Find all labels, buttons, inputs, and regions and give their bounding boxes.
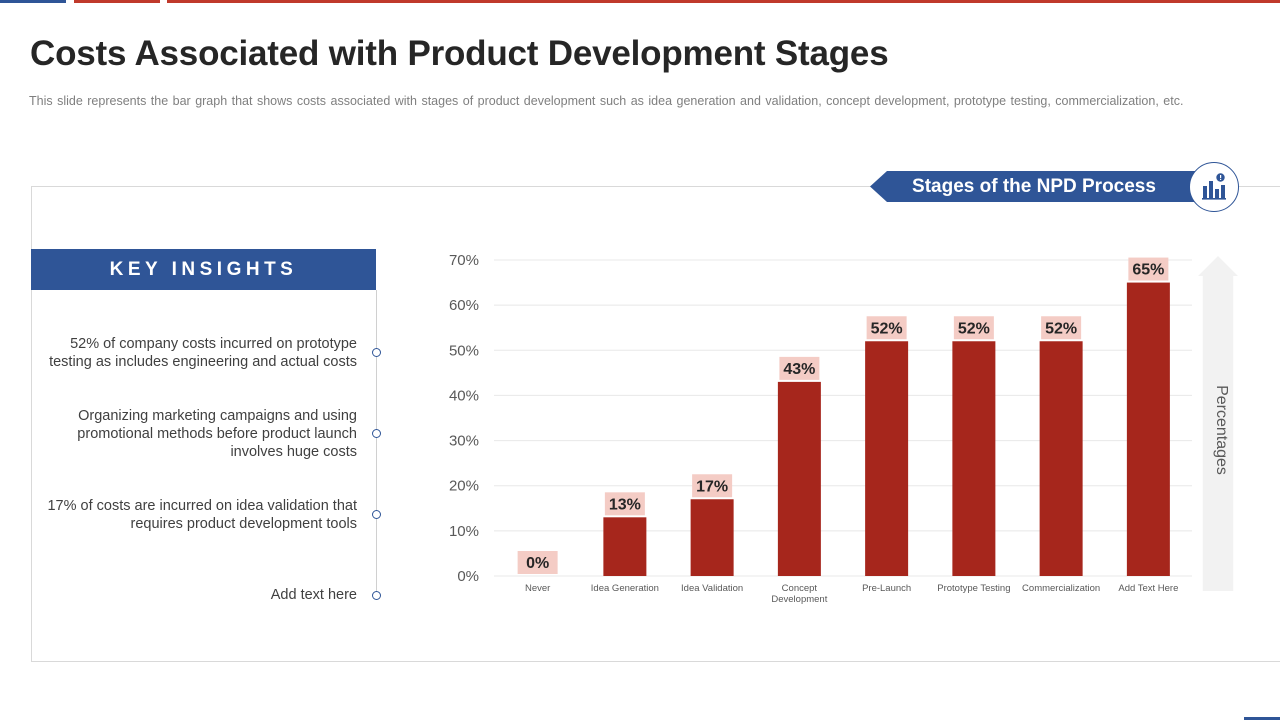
x-tick-label-line: Add Text Here: [1118, 583, 1178, 594]
x-tick-label-line: Never: [525, 583, 550, 594]
data-label-bg: [692, 474, 733, 498]
top-accent-bar-blue: [0, 0, 66, 3]
data-label: 43%: [783, 361, 815, 378]
x-tick-label-line: Concept: [782, 583, 818, 594]
data-label: 52%: [1045, 320, 1077, 337]
insight-dot-4: [372, 591, 381, 600]
x-tick-label-line: Prototype Testing: [937, 583, 1010, 594]
bar: [603, 517, 647, 576]
npd-banner-label: Stages of the NPD Process: [912, 176, 1156, 197]
x-tick-label: Add Text Here: [1118, 583, 1178, 594]
npd-icon-circle: [1189, 162, 1239, 212]
data-label-bg: [779, 356, 820, 380]
bar-chart: 0% 10% 20% 30% 40% 50% 60% 70% 0% Never 13% Idea Ge…: [449, 252, 1192, 605]
x-tick-label-line: Pre-Launch: [862, 583, 911, 594]
key-insights-header: KEY INSIGHTS: [31, 249, 376, 290]
x-tick-label-line: Idea Validation: [681, 583, 743, 594]
data-label: 52%: [871, 320, 903, 337]
bar: [865, 341, 909, 576]
y-tick-label: 40%: [449, 387, 479, 404]
data-label-bg: [1041, 316, 1082, 340]
data-label: 0%: [526, 555, 549, 572]
x-tick-label: Prototype Testing: [937, 583, 1010, 594]
bar: [952, 341, 996, 576]
bar-chart-icon: [1202, 173, 1226, 200]
bar: [1039, 341, 1083, 576]
page-subtitle: This slide represents the bar graph that…: [29, 94, 1184, 108]
insight-dot-3: [372, 510, 381, 519]
percentages-arrow: [1198, 256, 1238, 591]
y-tick-label: 50%: [449, 342, 479, 359]
x-tick-label-line: Development: [771, 594, 827, 605]
bottom-accent-mark: [1244, 717, 1280, 720]
x-tick-label: Pre-Launch: [862, 583, 911, 594]
data-label-bg: [517, 551, 558, 574]
bar: [690, 499, 734, 576]
x-tick-label: Never: [525, 583, 550, 594]
x-tick-label: Idea Generation: [591, 583, 659, 594]
x-tick-label-line: Idea Generation: [591, 583, 659, 594]
y-tick-label: 60%: [449, 297, 479, 314]
y-tick-label: 70%: [449, 252, 479, 269]
x-tick-label-line: Commercialization: [1022, 583, 1100, 594]
insight-item-2: Organizing marketing campaigns and using…: [77, 408, 357, 460]
x-tick-label: Idea Validation: [681, 583, 743, 594]
top-accent-bar-red-short: [74, 0, 160, 3]
data-label: 65%: [1132, 262, 1164, 279]
bar: [777, 381, 821, 576]
insight-dot-1: [372, 348, 381, 357]
npd-banner: [870, 171, 1210, 202]
insights-timeline-line: [376, 290, 377, 600]
data-label-bg: [953, 316, 994, 340]
insight-dot-2: [372, 429, 381, 438]
y-tick-label: 20%: [449, 478, 479, 495]
data-label: 13%: [609, 496, 641, 513]
data-label: 52%: [958, 320, 990, 337]
data-label: 17%: [696, 478, 728, 495]
data-label-bg: [866, 316, 907, 340]
y-tick-label: 10%: [449, 523, 479, 540]
top-accent-bar-red-long: [167, 0, 1280, 3]
y-tick-label: 0%: [457, 568, 479, 585]
y-axis-label: Percentages: [1213, 385, 1230, 475]
page-title: Costs Associated with Product Developmen…: [30, 34, 889, 73]
data-label-bg: [604, 492, 645, 516]
data-label-bg: [1128, 257, 1169, 281]
bar: [1126, 282, 1170, 576]
y-tick-label: 30%: [449, 433, 479, 450]
insight-item-4: Add text here: [270, 587, 357, 603]
insight-item-1: 52% of company costs incurred on prototy…: [49, 336, 357, 370]
x-tick-label: Concept Development: [771, 583, 827, 605]
insight-item-3: 17% of costs are incurred on idea valida…: [47, 498, 357, 532]
x-tick-label: Commercialization: [1022, 583, 1100, 594]
